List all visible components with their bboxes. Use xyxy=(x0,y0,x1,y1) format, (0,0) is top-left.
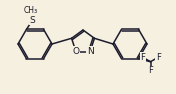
Text: F: F xyxy=(140,53,145,62)
Text: N: N xyxy=(87,47,93,56)
Text: O: O xyxy=(73,47,79,56)
Text: S: S xyxy=(30,16,35,25)
Text: F: F xyxy=(148,66,153,75)
Text: CH₃: CH₃ xyxy=(23,6,37,15)
Text: F: F xyxy=(156,53,161,62)
